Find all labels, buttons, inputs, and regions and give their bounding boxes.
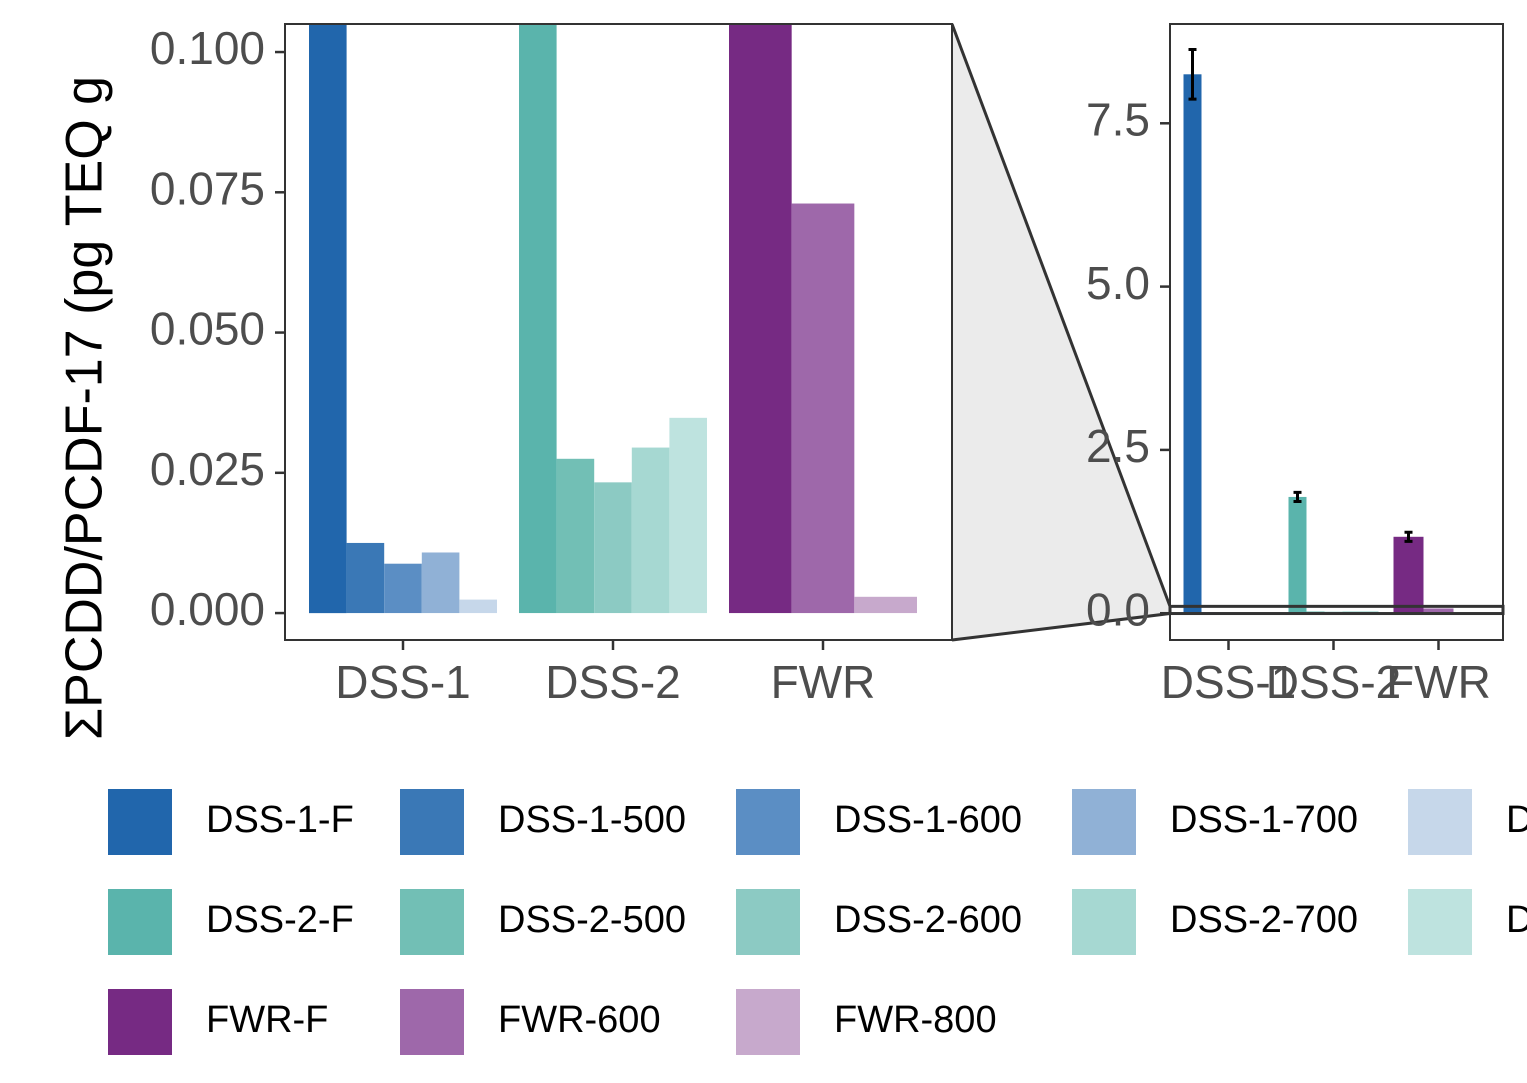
y-tick-label: 2.5: [1086, 420, 1150, 472]
legend-key: [108, 789, 172, 855]
zoom-connector: [952, 24, 1170, 640]
legend-label: DSS-1-F: [206, 799, 354, 841]
bar: [1393, 536, 1424, 614]
y-tick-label: 0.025: [150, 443, 265, 495]
legend-label: DSS-1-500: [498, 799, 686, 841]
y-tick-label: 0.000: [150, 583, 265, 635]
legend-label: DSS-2-700: [1170, 899, 1358, 941]
legend-key: [1072, 889, 1136, 955]
legend-key: [736, 889, 800, 955]
bar: [556, 458, 595, 614]
panel-border: [284, 23, 953, 641]
bar: [594, 482, 632, 614]
legend-label: FWR-600: [498, 999, 661, 1041]
x-tick-label: FWR: [771, 656, 876, 708]
y-tick-label: 5.0: [1086, 257, 1150, 309]
legend-key: [1408, 889, 1472, 955]
legend-key: [400, 889, 464, 955]
y-axis-title: ΣPCDD/PCDF-17 (pg TEQ g: [56, 76, 114, 740]
bar: [459, 599, 497, 614]
bar: [1288, 496, 1307, 614]
y-tick-label: 0.075: [150, 162, 265, 214]
error-bar: [1293, 490, 1302, 504]
legend-key: [108, 889, 172, 955]
bar: [631, 447, 670, 614]
zoom-window: [1168, 604, 1505, 616]
panel-background: [1170, 24, 1503, 640]
legend-key: [1072, 789, 1136, 855]
legend-label: DSS-2-800: [1506, 899, 1527, 941]
y-tick-label: 7.5: [1086, 93, 1150, 145]
zoom-edge: [951, 612, 1171, 642]
legend-label: DSS-2-600: [834, 899, 1022, 941]
legend-key: [400, 989, 464, 1055]
legend-label: DSS-1-800: [1506, 799, 1527, 841]
bars: [309, 24, 917, 614]
y-tick-label: 0.050: [150, 303, 265, 355]
error-bar: [1188, 47, 1197, 101]
legend-key: [400, 789, 464, 855]
bar: [309, 24, 347, 614]
bar: [854, 596, 917, 614]
bar: [421, 552, 460, 614]
legend-label: DSS-1-700: [1170, 799, 1358, 841]
panel-border: [1169, 23, 1504, 641]
bar: [669, 417, 707, 614]
legend-label: FWR-800: [834, 999, 997, 1041]
legend-key: [1408, 789, 1472, 855]
legend-key: [736, 989, 800, 1055]
bar: [384, 563, 422, 614]
legend-key: [108, 989, 172, 1055]
x-tick-label: DSS-1: [335, 656, 470, 708]
legend-label: DSS-1-600: [834, 799, 1022, 841]
bar: [791, 203, 855, 614]
bar: [519, 24, 557, 614]
y-tick-label: 0.0: [1086, 583, 1150, 635]
x-tick-label: FWR: [1386, 656, 1491, 708]
bar: [1423, 608, 1454, 614]
x-tick-label: DSS-1: [1161, 656, 1296, 708]
error-bar: [1404, 530, 1413, 543]
legend-label: FWR-F: [206, 999, 328, 1041]
bar: [346, 542, 385, 614]
legend-label: DSS-2-500: [498, 899, 686, 941]
y-tick-label: 0.100: [150, 22, 265, 74]
zoom-edge: [950, 23, 1172, 607]
x-tick-label: DSS-2: [545, 656, 680, 708]
bar: [1183, 74, 1202, 614]
legend-key: [736, 789, 800, 855]
legend-label: DSS-2-F: [206, 899, 354, 941]
x-tick-label: DSS-2: [1266, 656, 1401, 708]
bar: [729, 24, 792, 614]
bars: [1183, 47, 1484, 614]
